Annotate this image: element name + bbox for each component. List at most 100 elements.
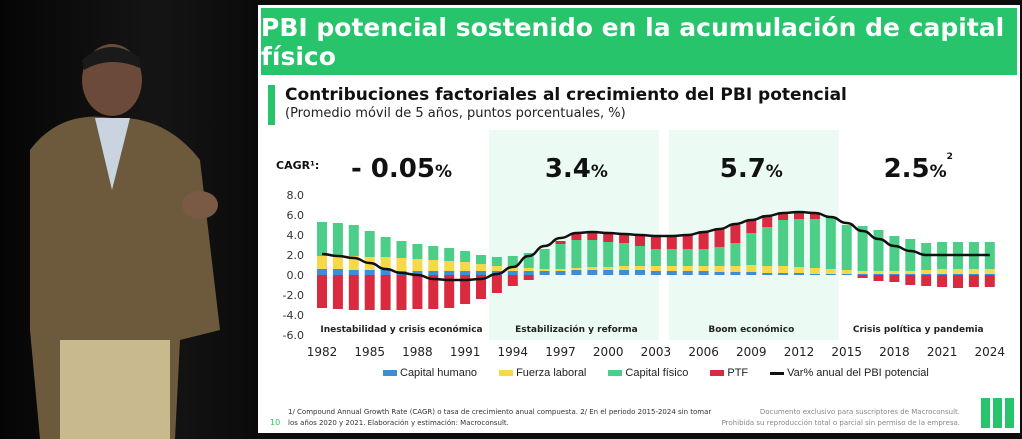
bar-fuerza-laboral (778, 266, 789, 273)
bar-capital-físico (507, 256, 518, 268)
bar-capital-físico (825, 218, 836, 269)
x-tick-label: 2006 (688, 345, 719, 359)
legend-item: PTF (710, 367, 748, 379)
bar-fuerza-laboral (968, 269, 979, 274)
bar-capital-humano (317, 269, 327, 275)
chart-heading: Contribuciones factoriales al crecimient… (285, 85, 847, 105)
bar-fuerza-laboral (873, 271, 884, 274)
bar-capital-humano (825, 274, 836, 275)
bar-fuerza-laboral (809, 268, 820, 274)
bar-capital-humano (539, 271, 550, 275)
bar-fuerza-laboral (635, 266, 645, 270)
bar-ptf (619, 234, 630, 243)
bar-capital-humano (921, 274, 932, 275)
bar-ptf (937, 275, 948, 287)
bar-capital-físico (921, 243, 932, 270)
x-tick-label: 1985 (354, 345, 385, 359)
bar-capital-físico (682, 249, 693, 266)
bar-capital-humano (619, 270, 630, 275)
bar-capital-físico (666, 249, 677, 266)
bar-ptf (666, 236, 677, 249)
bar-fuerza-laboral (905, 271, 916, 274)
bar-capital-humano (571, 270, 582, 275)
period-label: Estabilización y reforma (515, 324, 638, 335)
bar-capital-humano (905, 274, 916, 275)
bar-capital-físico (635, 246, 645, 266)
bar-ptf (682, 234, 693, 249)
rights-notice: Documento exclusivo para suscriptores de… (722, 407, 960, 429)
y-tick-label: 8.0 (287, 189, 305, 202)
bar-capital-humano (380, 270, 391, 275)
bar-ptf (348, 275, 359, 310)
legend-label: Fuerza laboral (516, 367, 587, 379)
bar-capital-físico (762, 227, 773, 266)
legend-item: Capital humano (383, 367, 477, 379)
legend-swatch (770, 371, 785, 375)
bar-fuerza-laboral (730, 266, 741, 272)
bar-ptf (507, 275, 518, 286)
bar-fuerza-laboral (714, 266, 725, 272)
bar-fuerza-laboral (332, 256, 343, 269)
bar-fuerza-laboral (348, 256, 359, 270)
bar-fuerza-laboral (444, 261, 455, 271)
cagr-value: 5.7% (720, 154, 783, 184)
bar-capital-físico (587, 240, 598, 267)
legend-item: Capital físico (608, 367, 688, 379)
bar-ptf (698, 232, 709, 249)
presenter-figure (30, 44, 220, 439)
x-tick-label: 1997 (545, 345, 576, 359)
bar-capital-físico (476, 255, 486, 264)
period-label: Inestabilidad y crisis económica (320, 324, 482, 335)
bar-capital-físico (348, 225, 359, 256)
bar-capital-físico (412, 244, 423, 259)
bar-ptf (491, 275, 502, 293)
bar-fuerza-laboral (746, 265, 757, 272)
bar-ptf (364, 275, 375, 310)
bar-ptf (523, 275, 534, 280)
bar-capital-físico (364, 231, 375, 257)
bar-capital-físico (491, 257, 502, 266)
bar-fuerza-laboral (412, 259, 423, 271)
bar-fuerza-laboral (507, 268, 518, 271)
x-tick-label: 2012 (784, 345, 815, 359)
bar-capital-humano (762, 273, 773, 275)
potential-gdp-line (321, 210, 990, 282)
heading-accent-bar (268, 85, 275, 125)
x-tick-label: 2015 (831, 345, 862, 359)
bar-fuerza-laboral (523, 268, 534, 271)
macroconsult-logo (981, 398, 1014, 428)
bar-capital-físico (809, 219, 820, 268)
bar-fuerza-laboral (571, 268, 582, 270)
bar-ptf (555, 241, 566, 244)
bar-ptf (746, 220, 757, 233)
bar-fuerza-laboral (921, 270, 932, 274)
bar-capital-físico (428, 246, 439, 260)
bar-fuerza-laboral (984, 269, 995, 274)
x-tick-label: 2024 (975, 345, 1006, 359)
bar-capital-humano (746, 272, 757, 275)
period-label: Boom económico (708, 324, 794, 335)
bar-fuerza-laboral (555, 269, 566, 271)
bar-capital-físico (905, 239, 916, 271)
bar-capital-físico (444, 248, 455, 261)
bar-ptf (476, 275, 486, 299)
bar-ptf (730, 225, 741, 243)
bar-capital-físico (778, 220, 789, 266)
bar-capital-humano (873, 274, 884, 275)
bar-capital-físico (746, 233, 757, 265)
bar-capital-físico (571, 240, 582, 268)
bar-ptf (953, 275, 963, 288)
bar-capital-físico (714, 247, 725, 266)
bar-ptf (905, 275, 916, 285)
page-number: 10 (270, 418, 281, 427)
bar-fuerza-laboral (762, 266, 773, 273)
x-tick-label: 1991 (450, 345, 481, 359)
bar-capital-humano (953, 274, 963, 275)
bar-capital-físico (396, 241, 407, 258)
footnote-line-1: 1/ Compound Annual Growth Rate (CAGR) o … (288, 408, 712, 416)
bar-fuerza-laboral (825, 269, 836, 274)
bar-capital-humano (984, 274, 995, 275)
bar-fuerza-laboral (857, 271, 868, 274)
bar-capital-humano (412, 271, 423, 275)
rights-line-2: Prohibida su reproducción total o parcia… (721, 419, 960, 427)
